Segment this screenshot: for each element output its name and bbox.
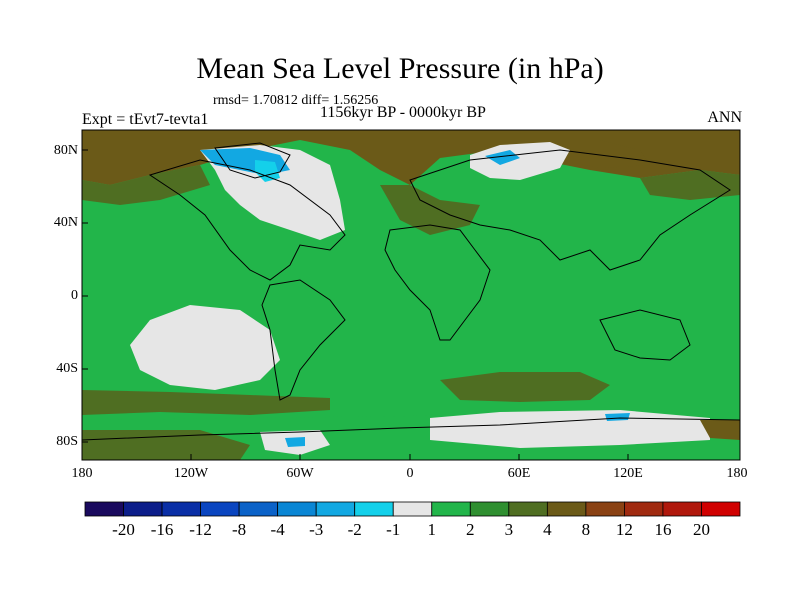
greenland-outline xyxy=(214,142,291,179)
y-tick-80s: 80S xyxy=(56,434,78,449)
colorbar-label: 12 xyxy=(615,520,633,539)
x-tick-0: 0 xyxy=(406,466,414,481)
x-tick-180w: 180 xyxy=(71,466,93,481)
colorbar-label: -12 xyxy=(189,520,212,539)
antarctic-white-east xyxy=(430,410,710,448)
colorbar-swatch xyxy=(277,501,317,517)
colorbar-swatch xyxy=(585,501,625,517)
map-title: Mean Sea Level Pressure (in hPa) xyxy=(196,52,604,85)
x-tick-60e: 60E xyxy=(507,466,531,481)
colorbar xyxy=(84,501,741,517)
colorbar-swatch xyxy=(392,501,433,517)
colorbar-label: 16 xyxy=(654,520,672,539)
y-tick-80n: 80N xyxy=(53,143,78,158)
colorbar-swatch xyxy=(200,501,240,517)
southern-indian-olive-region xyxy=(440,372,610,402)
x-tick-180e: 180 xyxy=(726,466,748,481)
colorbar-swatch xyxy=(315,501,356,517)
africa-outline xyxy=(384,224,491,341)
australia-outline xyxy=(599,309,691,361)
southern-pacific-olive-region xyxy=(82,390,330,415)
colorbar-swatch xyxy=(701,501,741,517)
colorbar-swatch xyxy=(546,501,587,517)
colorbar-label: -4 xyxy=(270,520,285,539)
colorbar-label: 4 xyxy=(543,520,552,539)
colorbar-label: -1 xyxy=(386,520,401,539)
colorbar-label: 3 xyxy=(504,520,514,539)
colorbar-label: -8 xyxy=(232,520,247,539)
season-label: ANN xyxy=(707,109,742,126)
x-tick-120e: 120E xyxy=(613,466,643,481)
colorbar-swatch xyxy=(469,501,510,517)
colorbar-swatch xyxy=(354,501,394,517)
colorbar-swatch xyxy=(624,501,664,517)
y-tick-40n: 40N xyxy=(53,215,78,230)
colorbar-label: 1 xyxy=(427,520,437,539)
colorbar-label: -3 xyxy=(309,520,324,539)
colorbar-label: 2 xyxy=(466,520,475,539)
coastlines xyxy=(81,142,741,441)
colorbar-swatch xyxy=(238,501,279,517)
antarctic-cyan-east xyxy=(605,413,630,421)
colorbar-swatch xyxy=(161,501,201,517)
x-tick-60w: 60W xyxy=(286,466,314,481)
colorbar-swatch xyxy=(662,501,702,517)
north-pacific-olive-region xyxy=(82,165,210,205)
siberia-olive-region xyxy=(640,170,740,200)
period-label: 1156kyr BP - 0000kyr BP xyxy=(320,104,486,121)
x-tick-120w: 120W xyxy=(173,466,209,481)
experiment-label: Expt = tEvt7-tevta1 xyxy=(82,111,209,128)
y-tick-40s: 40S xyxy=(56,361,78,376)
scandinavia-cyan-region xyxy=(485,150,520,165)
europe-olive-region xyxy=(380,185,480,235)
south-pacific-white-region xyxy=(130,305,280,390)
axis-ticks xyxy=(82,149,629,460)
antarctic-brown-east xyxy=(700,420,740,440)
colorbar-label: -20 xyxy=(112,520,135,539)
colorbar-swatch xyxy=(123,501,163,517)
south-america-outline xyxy=(261,279,346,401)
map-panel xyxy=(81,129,741,461)
antarctica-outline xyxy=(81,417,741,441)
y-tick-0: 0 xyxy=(71,288,78,303)
antarctic-olive-west xyxy=(82,430,250,460)
colorbar-swatch xyxy=(84,501,124,517)
colorbar-label: 20 xyxy=(692,520,710,539)
colorbar-swatch xyxy=(431,501,471,517)
eurasia-outline xyxy=(409,149,731,271)
map-frame xyxy=(81,129,741,461)
colorbar-swatch xyxy=(508,501,548,517)
north-america-outline xyxy=(148,159,346,281)
stats-label: rmsd= 1.70812 diff= 1.56256 xyxy=(213,93,379,108)
colorbar-label: -16 xyxy=(150,520,174,539)
asia-brown-region xyxy=(550,140,650,168)
colorbar-label: -2 xyxy=(347,520,362,539)
antarctic-cyan-west xyxy=(285,437,305,447)
colorbar-label: 8 xyxy=(581,520,591,539)
